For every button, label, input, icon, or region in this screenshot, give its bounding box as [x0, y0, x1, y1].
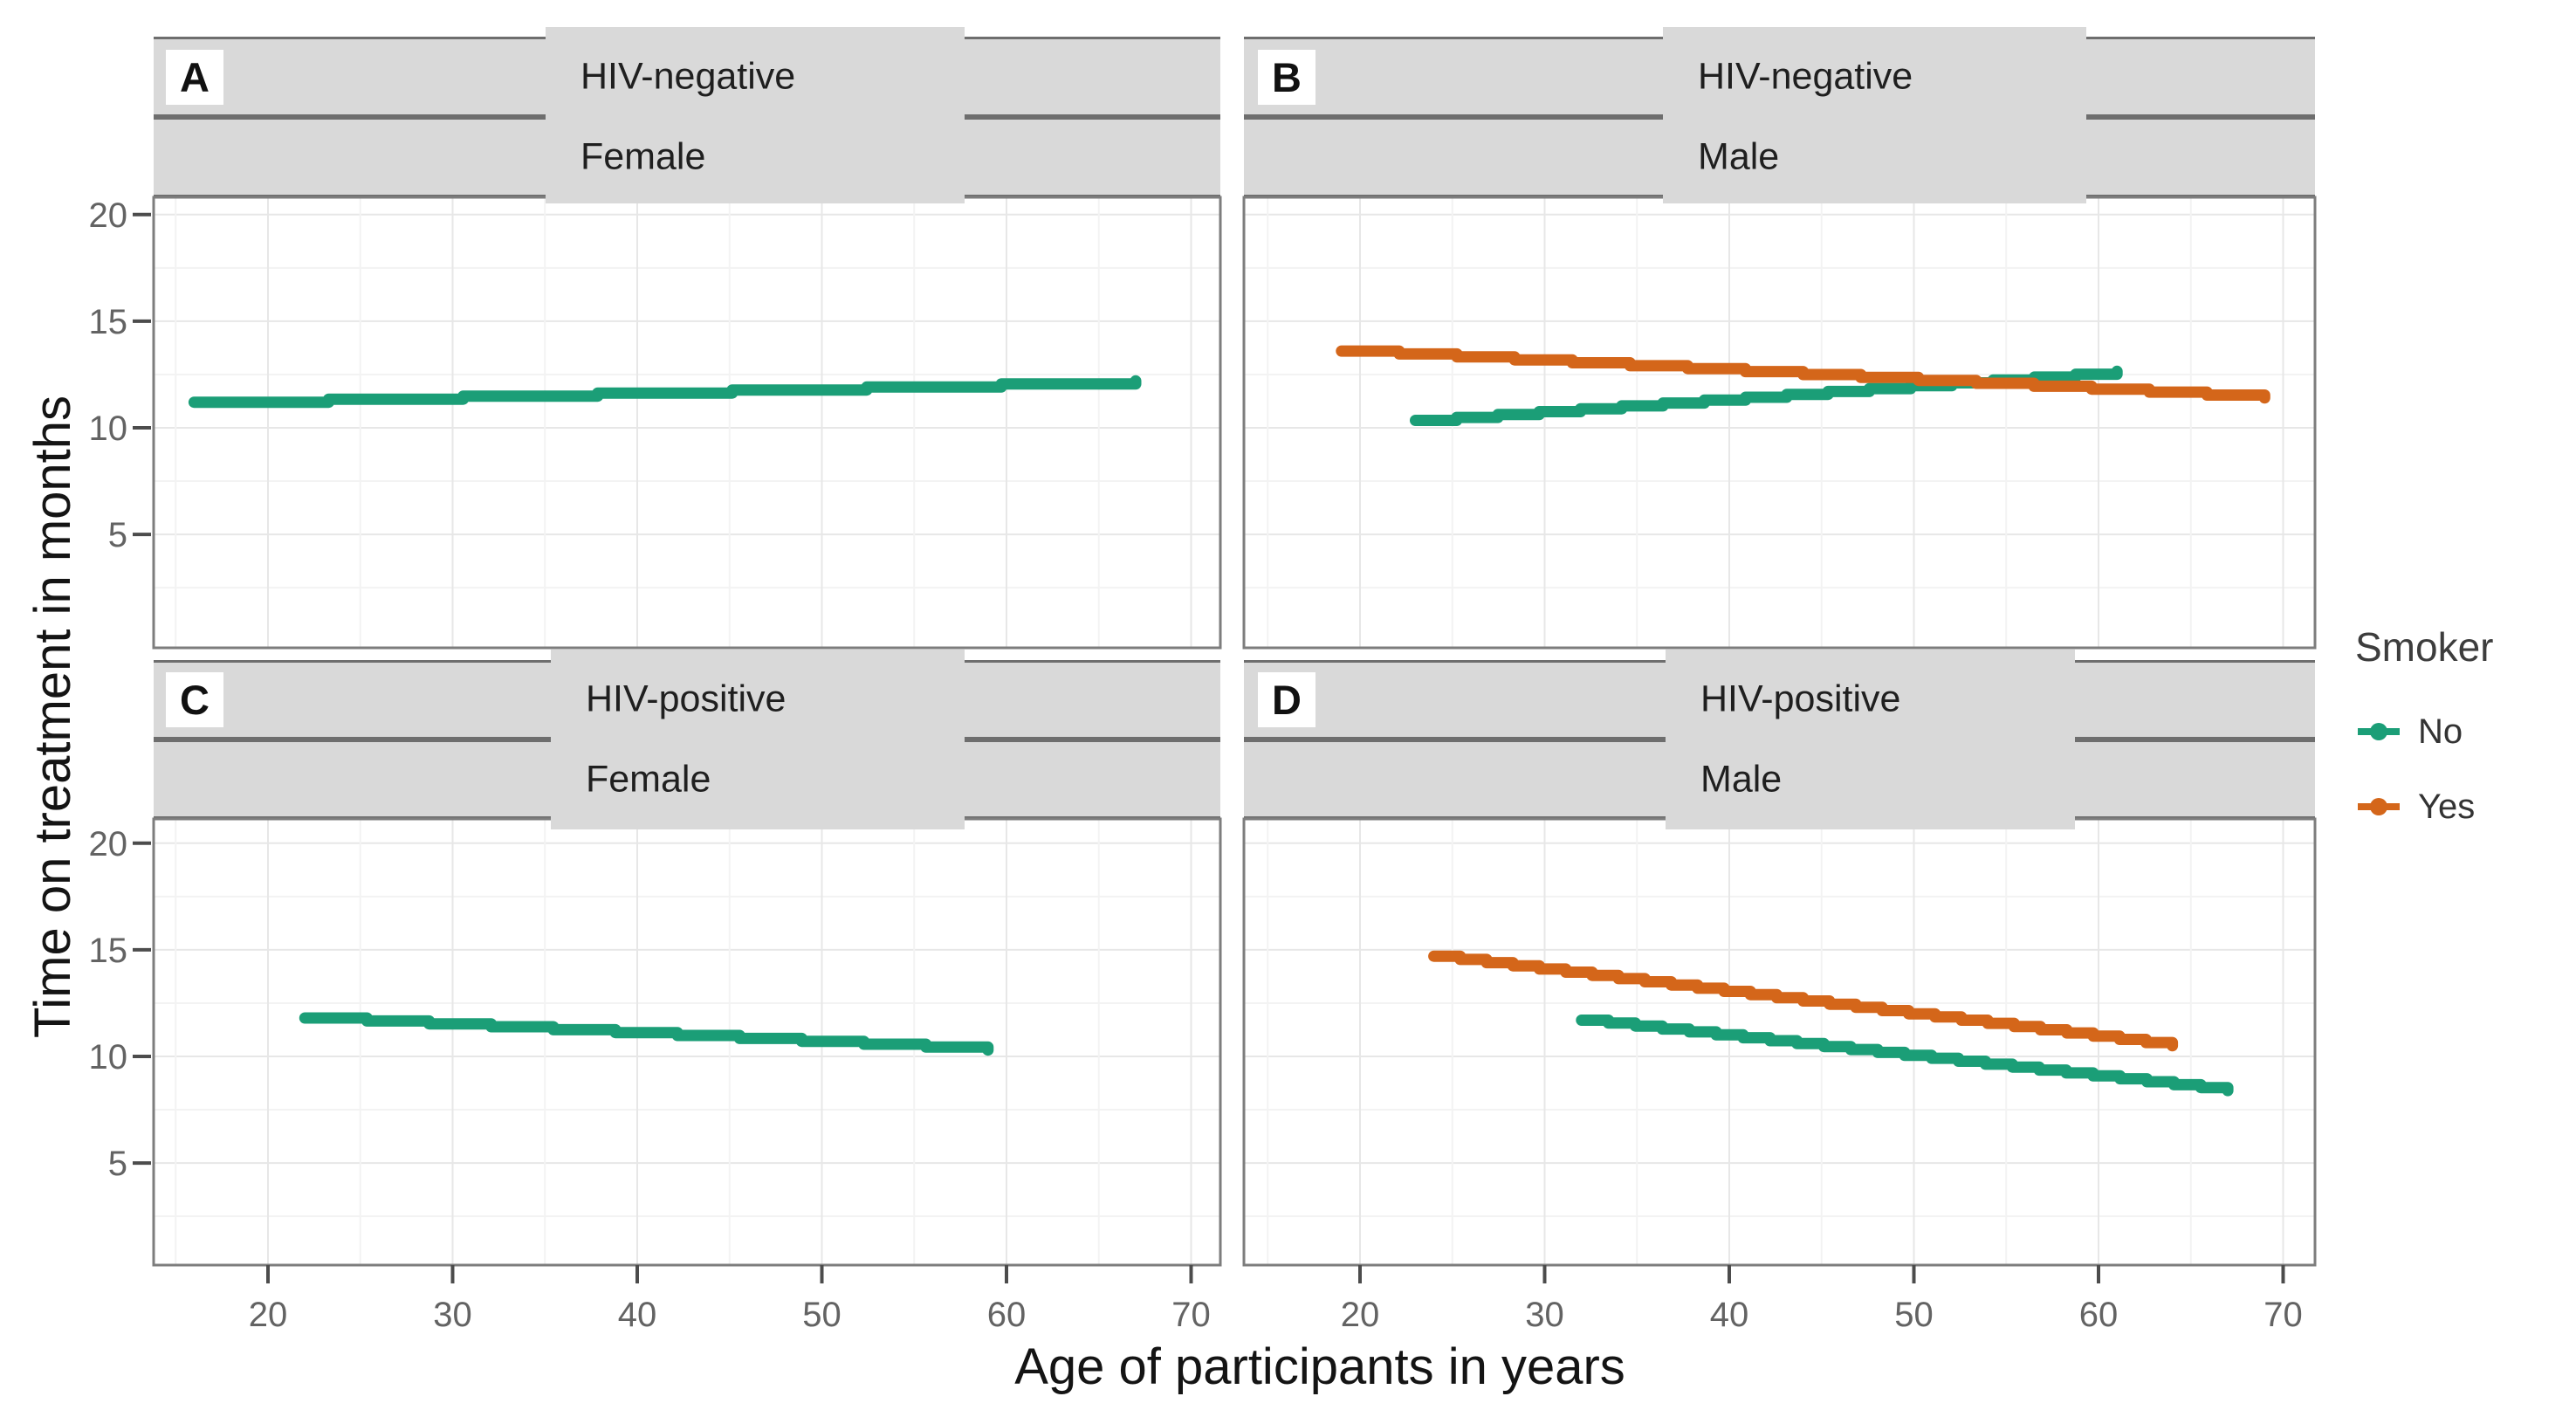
- x-tick-label: 60: [987, 1296, 1027, 1334]
- y-tick-label: 10: [89, 1038, 128, 1077]
- panel-letter-c: C: [166, 672, 223, 727]
- x-tick-label: 60: [2079, 1296, 2119, 1334]
- facet-label-hiv-a: HIV-negative: [580, 55, 796, 98]
- facet-label-box-d: HIV-positive Male: [1666, 650, 2075, 829]
- facet-label-sex-d: Male: [1700, 758, 1783, 801]
- panel-C: 5 10 15 20 20 30 40 50 60 70: [89, 817, 1222, 1334]
- legend-key-no-icon: [2358, 723, 2400, 740]
- series-line-no: [299, 1012, 994, 1056]
- y-tick-label: 5: [108, 1145, 127, 1183]
- y-tick-label: 15: [89, 932, 128, 970]
- x-axis-title: Age of participants in years: [1014, 1338, 1625, 1395]
- facet-label-box-b: HIV-negative Male: [1663, 27, 2086, 203]
- x-tick-label: 30: [1525, 1296, 1564, 1334]
- facet-label-sex-c: Female: [586, 758, 711, 801]
- panel-B: [1242, 196, 2317, 650]
- legend-label-yes: Yes: [2418, 787, 2476, 826]
- y-tick-label: 20: [89, 825, 128, 863]
- panel-border: [152, 817, 1222, 1267]
- series-line-yes: [1336, 345, 2270, 404]
- y-tick-label: 5: [108, 516, 127, 554]
- legend-key-yes-icon: [2358, 798, 2400, 815]
- series-line-no: [1576, 1015, 2234, 1097]
- facet-label-box-a: HIV-negative Female: [546, 27, 965, 203]
- x-tick-label: 20: [249, 1296, 288, 1334]
- x-tick-label: 20: [1341, 1296, 1380, 1334]
- legend-item-no: No: [2357, 712, 2463, 751]
- x-tick-label: 70: [1171, 1296, 1211, 1334]
- facet-label-box-c: HIV-positive Female: [551, 650, 965, 829]
- facet-label-hiv-d: HIV-positive: [1700, 678, 1901, 720]
- legend-title: Smoker: [2355, 624, 2494, 670]
- facet-label-sex-a: Female: [580, 135, 706, 178]
- panel-D: 20 30 40 50 60 70: [1242, 817, 2317, 1334]
- series-line-no: [188, 375, 1142, 409]
- panel-letter-d: D: [1258, 672, 1315, 727]
- panel-border: [152, 196, 1222, 650]
- y-tick-label: 20: [89, 196, 128, 235]
- panel-border: [1242, 196, 2317, 650]
- y-tick-label: 10: [89, 409, 128, 448]
- facet-label-sex-b: Male: [1698, 135, 1780, 178]
- panel-letter-b: B: [1258, 50, 1315, 105]
- panel-A: 5 10 15 20: [89, 196, 1222, 650]
- panel-letter-a: A: [166, 50, 223, 105]
- x-tick-label: 70: [2263, 1296, 2303, 1334]
- x-tick-label: 40: [618, 1296, 657, 1334]
- legend-label-no: No: [2418, 712, 2463, 751]
- facet-label-hiv-b: HIV-negative: [1698, 55, 1913, 98]
- x-tick-label: 50: [1894, 1296, 1934, 1334]
- series-line-yes: [1428, 950, 2179, 1052]
- facet-label-hiv-c: HIV-positive: [586, 678, 787, 720]
- y-tick-label: 15: [89, 303, 128, 341]
- legend-item-yes: Yes: [2357, 788, 2475, 826]
- x-tick-label: 40: [1710, 1296, 1749, 1334]
- y-axis-title: Time on treatment in months: [24, 395, 81, 1039]
- legend: Smoker No Yes: [2348, 611, 2576, 856]
- x-tick-label: 30: [433, 1296, 472, 1334]
- x-tick-label: 50: [802, 1296, 841, 1334]
